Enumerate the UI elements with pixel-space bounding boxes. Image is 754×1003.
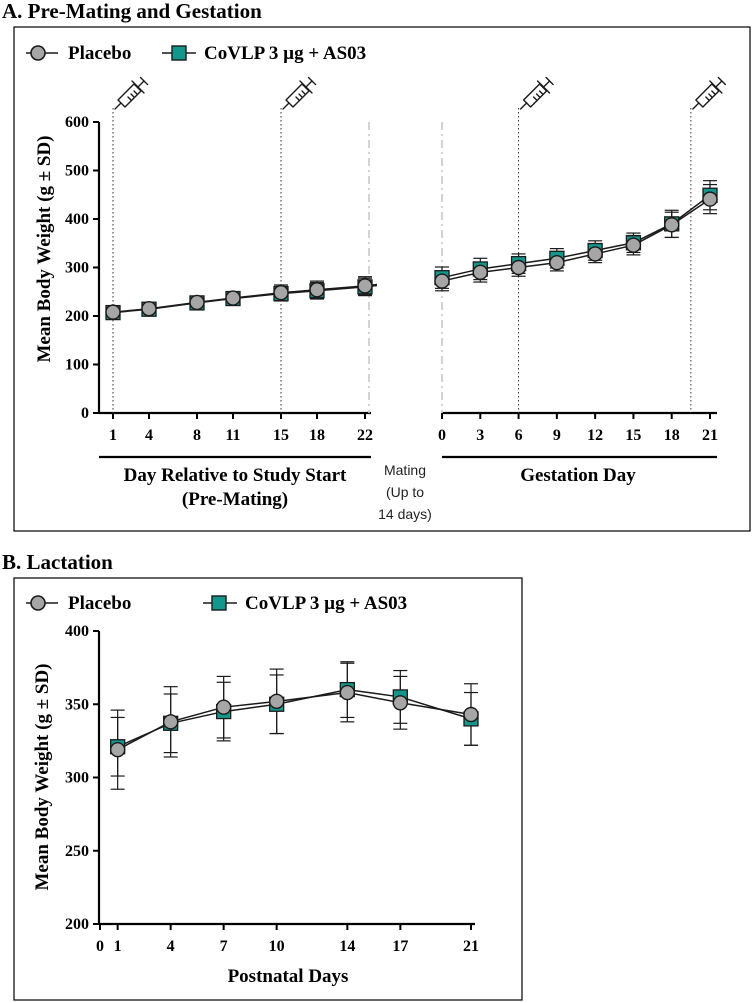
syringe-icon (519, 76, 554, 110)
syringe-icon (692, 76, 727, 110)
placebo-b-point (109, 741, 126, 758)
y-tick-label-600: 600 (65, 114, 89, 131)
legend-b-placebo-label: Placebo (68, 593, 131, 614)
y-tick-label-0: 0 (81, 405, 89, 422)
placebo-b-point (162, 714, 179, 730)
mating-note-line-1: Mating (384, 462, 426, 478)
y-tick-label-200: 200 (65, 308, 89, 325)
y-tick-label-400: 400 (65, 211, 89, 228)
x-tick-label-7: 7 (220, 938, 228, 955)
mating-note-line-3: 14 days) (378, 506, 432, 522)
placebo-b-point (463, 706, 479, 723)
x-axis-a-left-sublabel: (Pre-Mating) (182, 489, 288, 510)
x-axis-b: 0 1 4 7 10 14 17 21 Postnatal Days (96, 922, 479, 987)
y-tick-label-350: 350 (65, 696, 89, 713)
y-tick-label-300: 300 (65, 770, 89, 787)
panel-b-title: B. Lactation (2, 550, 113, 574)
placebo-a-left-point (225, 290, 241, 306)
legend-b-covlp-label: CoVLP 3 µg + AS03 (245, 593, 407, 614)
x-tick-label-0: 0 (438, 427, 446, 444)
y-axis-a: 0 100 200 300 400 500 600 Mean Body Weight (g … (34, 114, 101, 422)
placebo-b-point (339, 684, 356, 701)
syringe-icon (282, 76, 317, 110)
legend-a-covlp-label: CoVLP 3 µg + AS03 (204, 43, 366, 64)
legend-a-placebo-marker (30, 45, 46, 61)
x-tick-label-18: 18 (309, 427, 325, 444)
x-tick-label-15: 15 (625, 427, 641, 444)
x-tick-label-21: 21 (702, 427, 718, 444)
x-axis-a-left-label: Day Relative to Study Start (124, 465, 347, 486)
panel-b-frame (13, 577, 523, 1001)
covlp-a-left-line (112, 284, 378, 314)
x-tick-label-17: 17 (392, 938, 408, 955)
legend-a-placebo-label: Placebo (68, 43, 131, 64)
y-tick-label-400: 400 (65, 623, 89, 640)
x-tick-label-6: 6 (515, 427, 523, 444)
x-tick-label-0: 0 (96, 938, 104, 955)
placebo-a-right-point (702, 191, 718, 207)
y-tick-label-200: 200 (65, 916, 89, 933)
legend-a: Placebo CoVLP 3 µg + AS03 (26, 43, 366, 64)
x-axis-a-right: 0 3 6 9 12 15 18 21 Gestation Day (438, 411, 718, 486)
x-tick-label-1: 1 (109, 427, 117, 444)
placebo-b-point (215, 699, 232, 715)
placebo-a-left-point (273, 285, 289, 301)
placebo-a-right-point (664, 217, 680, 233)
placebo-b-point (392, 695, 409, 711)
x-tick-label-18: 18 (664, 427, 680, 444)
y-axis-b: 200 250 300 350 400 Mean Body Weight (g ± SD… (32, 623, 101, 933)
panel-a-frame (13, 26, 751, 532)
x-axis-b-label: Postnatal Days (228, 966, 349, 987)
x-tick-label-4: 4 (145, 427, 153, 444)
y-axis-a-label: Mean Body Weight (g ± SD) (34, 135, 55, 362)
x-tick-label-22: 22 (357, 427, 373, 444)
x-tick-label-21: 21 (463, 938, 479, 955)
y-tick-label-500: 500 (65, 163, 89, 180)
x-tick-label-4: 4 (167, 938, 175, 955)
placebo-b-point (268, 693, 285, 710)
x-tick-label-3: 3 (476, 427, 484, 444)
x-tick-label-1: 1 (114, 938, 122, 955)
x-tick-label-11: 11 (225, 427, 240, 444)
placebo-a-right-point (510, 259, 527, 276)
x-tick-label-14: 14 (339, 938, 355, 955)
placebo-a-right-point (434, 273, 450, 289)
legend-b-placebo-marker (30, 595, 46, 611)
y-tick-label-250: 250 (65, 843, 89, 860)
panel-a-title: A. Pre-Mating and Gestation (2, 0, 262, 23)
placebo-a-left-point (309, 282, 325, 298)
placebo-a-right-point (472, 264, 488, 281)
x-tick-label-12: 12 (587, 427, 603, 444)
placebo-a-right-point (625, 237, 642, 253)
x-tick-label-9: 9 (553, 427, 561, 444)
mating-note-line-2: (Up to (386, 484, 424, 500)
x-tick-label-10: 10 (269, 938, 285, 955)
placebo-a-left-point (189, 294, 205, 311)
placebo-a-left-point (357, 278, 373, 294)
placebo-a-left-point (105, 304, 121, 320)
legend-b: Placebo CoVLP 3 µg + AS03 (26, 593, 407, 614)
x-axis-a-left: 1 4 8 11 15 18 22 Day Relative to Study Start … (99, 411, 373, 510)
y-tick-label-100: 100 (65, 357, 89, 374)
placebo-a-right-point (549, 254, 565, 271)
syringe-icon (114, 76, 149, 110)
mating-note: Mating (Up to 14 days) (378, 462, 432, 522)
y-tick-label-300: 300 (65, 260, 89, 277)
legend-a-covlp-marker (171, 45, 187, 61)
y-axis-b-label: Mean Body Weight (g ± SD) (32, 663, 53, 890)
x-tick-label-8: 8 (193, 427, 201, 444)
x-tick-label-15: 15 (273, 427, 289, 444)
legend-b-covlp-marker (211, 595, 227, 611)
placebo-a-right-point (587, 246, 603, 262)
x-axis-a-right-label: Gestation Day (520, 465, 636, 486)
placebo-a-left-point (141, 301, 157, 317)
